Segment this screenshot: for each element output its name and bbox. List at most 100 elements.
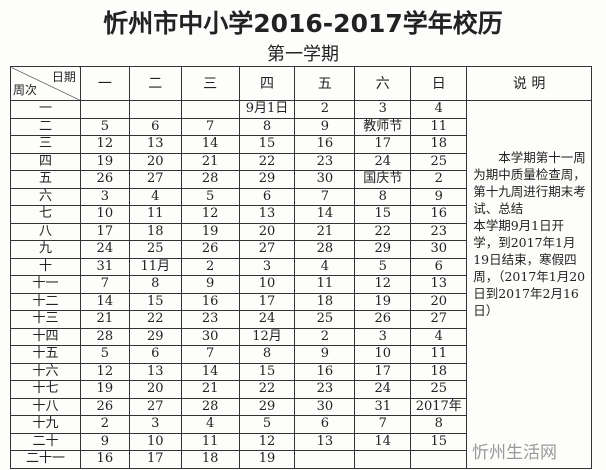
week-label: 周次 xyxy=(13,83,38,97)
school-calendar-table: 日期 周次 一 二 三 四 五 六 日 说 明 一 9月1日 2 3 4 本学期第十一周为期… xyxy=(10,66,592,469)
date-cell: 27 xyxy=(128,397,182,416)
date-cell: 17 xyxy=(354,362,412,381)
date-cell: 26 xyxy=(180,240,240,259)
date-cell: 19 xyxy=(79,380,130,399)
date-cell xyxy=(354,450,412,469)
date-cell: 13 xyxy=(294,432,356,451)
table-row: 五 26 27 28 29 30 国庆节 2 xyxy=(10,170,592,189)
note-paragraph: 本学期9月1日开学，到2017年1月19日结束，寒假四周，（2017年1月20日… xyxy=(473,218,586,318)
date-cell: 2 xyxy=(294,327,356,346)
date-cell: 14 xyxy=(79,292,130,311)
semester-subtitle: 第一学期 xyxy=(267,44,339,65)
date-cell: 3 xyxy=(128,415,182,434)
date-cell: 10 xyxy=(79,205,130,224)
date-cell: 28 xyxy=(180,170,240,189)
date-cell: 16 xyxy=(294,362,356,381)
date-cell: 20 xyxy=(128,152,182,171)
day-header: 四 xyxy=(238,66,296,101)
day-header: 五 xyxy=(294,66,356,101)
week-cell: 十三 xyxy=(10,310,81,329)
date-cell: 12 xyxy=(238,432,296,451)
date-cell: 10 xyxy=(128,432,182,451)
date-cell: 12 xyxy=(79,135,130,154)
week-cell: 二十一 xyxy=(10,450,81,469)
date-cell: 2017年 xyxy=(410,397,468,416)
table-row: 九 24 25 26 27 28 29 30 xyxy=(10,240,592,259)
date-cell: 3 xyxy=(238,257,296,276)
date-cell: 9 xyxy=(410,187,468,206)
date-cell: 5 xyxy=(354,257,412,276)
date-cell: 22 xyxy=(238,380,296,399)
date-cell: 23 xyxy=(294,380,356,399)
notes-header: 说 明 xyxy=(466,66,592,101)
date-cell: 6 xyxy=(410,257,468,276)
date-cell: 6 xyxy=(238,187,296,206)
date-cell: 29 xyxy=(238,170,296,189)
week-cell: 二十 xyxy=(10,432,81,451)
date-cell: 15 xyxy=(354,205,412,224)
date-label: 日期 xyxy=(51,70,76,84)
watermark: 忻州生活网 xyxy=(472,443,557,463)
date-cell: 12 xyxy=(180,205,240,224)
date-cell: 28 xyxy=(294,240,356,259)
table-row: 十七 19 20 21 22 23 24 25 xyxy=(10,380,592,399)
date-cell: 20 xyxy=(410,292,468,311)
date-cell: 4 xyxy=(410,100,468,119)
week-cell: 五 xyxy=(10,170,81,189)
table-row: 十四 28 29 30 12月 2 3 4 xyxy=(10,327,592,346)
week-cell: 十五 xyxy=(10,345,81,364)
table-row: 十五 5 6 7 8 9 10 11 xyxy=(10,345,592,364)
date-cell: 8 xyxy=(238,117,296,136)
date-cell: 12月 xyxy=(238,327,296,346)
date-cell: 18 xyxy=(294,292,356,311)
date-cell: 6 xyxy=(128,345,182,364)
date-cell: 21 xyxy=(180,152,240,171)
week-cell: 十二 xyxy=(10,292,81,311)
date-cell: 22 xyxy=(354,222,412,241)
date-cell xyxy=(180,100,240,119)
date-cell: 26 xyxy=(79,397,130,416)
date-cell: 29 xyxy=(238,397,296,416)
date-cell: 24 xyxy=(354,152,412,171)
date-cell: 7 xyxy=(294,187,356,206)
week-cell: 八 xyxy=(10,222,81,241)
date-cell: 24 xyxy=(79,240,130,259)
date-cell: 31 xyxy=(79,257,130,276)
page-title: 忻州市中小学2016-2017学年校历 xyxy=(103,9,503,38)
date-cell: 17 xyxy=(128,450,182,469)
date-cell: 15 xyxy=(410,432,468,451)
date-cell: 3 xyxy=(354,327,412,346)
date-cell: 25 xyxy=(128,240,182,259)
day-header: 二 xyxy=(128,66,182,101)
week-cell: 一 xyxy=(10,100,81,119)
date-cell: 16 xyxy=(79,450,130,469)
date-cell: 25 xyxy=(410,152,468,171)
date-cell: 11 xyxy=(410,345,468,364)
date-cell: 2 xyxy=(410,170,468,189)
date-cell: 18 xyxy=(410,362,468,381)
date-cell: 10 xyxy=(238,275,296,294)
date-cell: 19 xyxy=(180,222,240,241)
date-cell: 9 xyxy=(79,432,130,451)
date-cell: 9月1日 xyxy=(238,100,296,119)
date-cell: 27 xyxy=(238,240,296,259)
date-cell: 9 xyxy=(294,117,356,136)
date-cell: 30 xyxy=(294,170,356,189)
date-cell: 29 xyxy=(354,240,412,259)
date-cell: 13 xyxy=(410,275,468,294)
date-cell: 17 xyxy=(79,222,130,241)
table-row: 二十一 16 17 18 19 xyxy=(10,450,592,469)
week-cell: 十九 xyxy=(10,415,81,434)
date-cell: 30 xyxy=(410,240,468,259)
week-cell: 六 xyxy=(10,187,81,206)
date-cell: 28 xyxy=(180,397,240,416)
date-cell: 15 xyxy=(238,135,296,154)
date-cell: 22 xyxy=(238,152,296,171)
date-cell: 9 xyxy=(180,275,240,294)
date-cell: 15 xyxy=(238,362,296,381)
table-row: 七 10 11 12 13 14 15 16 xyxy=(10,205,592,224)
date-cell: 27 xyxy=(128,170,182,189)
date-cell: 20 xyxy=(128,380,182,399)
date-cell: 国庆节 xyxy=(354,170,412,189)
table-row: 八 17 18 19 20 21 22 23 xyxy=(10,222,592,241)
